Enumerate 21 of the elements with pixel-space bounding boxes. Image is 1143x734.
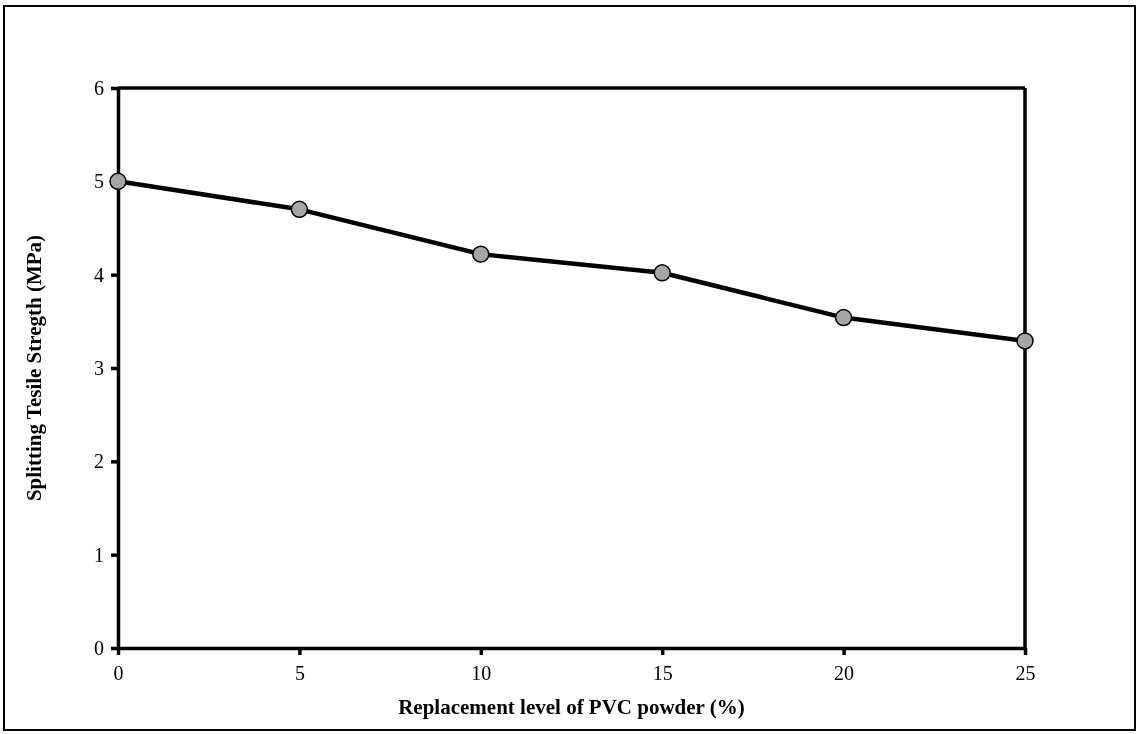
x-tick-label: 20 bbox=[834, 662, 855, 684]
point bbox=[834, 308, 853, 327]
y-tick-label: 6 bbox=[94, 76, 104, 99]
point bbox=[109, 172, 127, 191]
y-tick-label: 0 bbox=[94, 636, 104, 659]
point bbox=[290, 200, 309, 219]
x-tick-label: 15 bbox=[652, 662, 673, 684]
x-tick-label: 25 bbox=[1015, 662, 1036, 684]
point bbox=[472, 245, 490, 263]
x-tick-label: 0 bbox=[113, 662, 124, 684]
y-tick-label: 5 bbox=[94, 170, 104, 193]
y-axis-title: Splitting Tesile Stregth (MPa) bbox=[22, 234, 46, 502]
y-tick-label: 2 bbox=[94, 450, 104, 473]
x-tick-label: 5 bbox=[294, 662, 305, 684]
point bbox=[653, 264, 671, 282]
y-tick-label: 4 bbox=[94, 263, 104, 286]
x-axis-title: Replacement level of PVC powder (%) bbox=[398, 695, 745, 719]
point bbox=[1016, 332, 1034, 350]
y-tick-label: 3 bbox=[94, 356, 104, 379]
y-tick-label: 1 bbox=[94, 543, 104, 566]
x-tick-label: 10 bbox=[471, 662, 492, 684]
